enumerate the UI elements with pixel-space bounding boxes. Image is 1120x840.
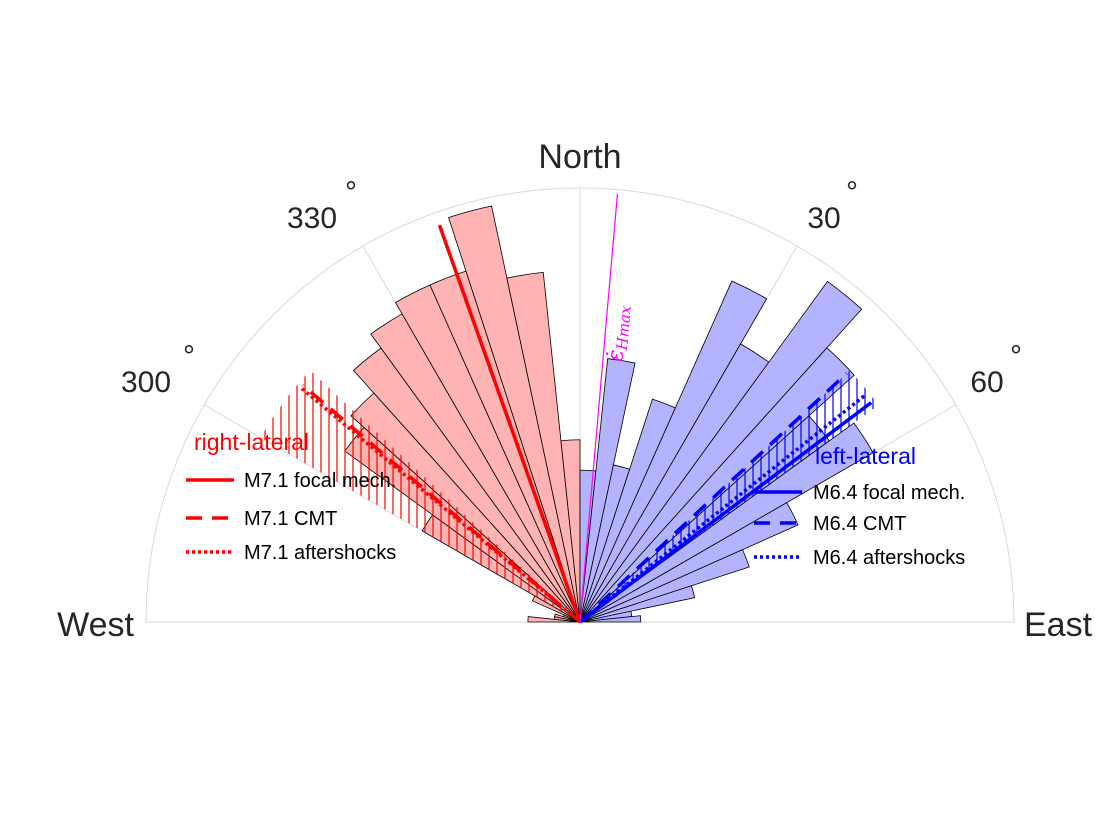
histogram-bin — [560, 439, 581, 623]
strain-direction-annotation: ε̇Hmax — [603, 304, 635, 363]
polar-grid-boundary — [145, 187, 1015, 623]
east-label: East — [1024, 606, 1093, 644]
legend-label-m71-focal: M7.1 focal mech. — [244, 470, 396, 492]
legend-label-m71-aftershocks: M7.1 aftershocks — [244, 542, 396, 564]
legend-label-m64-focal: M6.4 focal mech. — [813, 482, 965, 504]
histogram-bin — [579, 502, 799, 623]
histogram-bin — [448, 205, 581, 623]
histogram-bin — [579, 422, 874, 623]
north-label: North — [538, 138, 621, 176]
strike-line-solid — [437, 224, 582, 623]
legend-right-lateral: right-lateral M7.1 focal mech. M7.1 CMT … — [186, 429, 396, 564]
tick-degree-60: ° — [1010, 340, 1022, 373]
legend-right-lateral-title: right-lateral — [194, 429, 309, 455]
legend-left-lateral-title: left-lateral — [815, 443, 916, 469]
tick-degree-300: ° — [183, 340, 195, 373]
strike-line-dotted — [578, 393, 867, 624]
tick-label-60: 60 — [970, 366, 1003, 399]
tick-degree-330: ° — [345, 176, 357, 209]
tick-label-30: 30 — [807, 202, 840, 235]
hatched-sectors — [260, 370, 879, 622]
tick-degree-30: ° — [846, 176, 858, 209]
histogram-bin — [579, 280, 863, 623]
strain-symbol: ε̇ — [603, 349, 629, 363]
tick-label-300: 300 — [121, 366, 171, 399]
histogram-bin — [579, 280, 768, 623]
strike-line-dashed — [578, 372, 848, 624]
legend-label-m64-aftershocks: M6.4 aftershocks — [813, 547, 965, 569]
hatched-sector — [580, 370, 879, 622]
histogram-bin — [579, 549, 750, 623]
strike-lines — [299, 193, 873, 624]
histogram-bin — [579, 615, 642, 623]
histogram-bins — [344, 205, 874, 623]
legend-left-lateral: left-lateral M6.4 focal mech. M6.4 CMT M… — [754, 443, 965, 569]
histogram-bin — [579, 585, 696, 623]
tick-label-330: 330 — [287, 202, 337, 235]
strain-direction-line — [579, 193, 619, 623]
strike-line-dotted — [299, 386, 582, 624]
west-label: West — [57, 606, 134, 644]
legend-label-m64-cmt: M6.4 CMT — [813, 513, 906, 535]
strain-subscript: Hmax — [613, 304, 635, 352]
hatched-sector — [260, 370, 580, 622]
legend-label-m71-cmt: M7.1 CMT — [244, 508, 337, 530]
histogram-bin — [506, 271, 581, 623]
